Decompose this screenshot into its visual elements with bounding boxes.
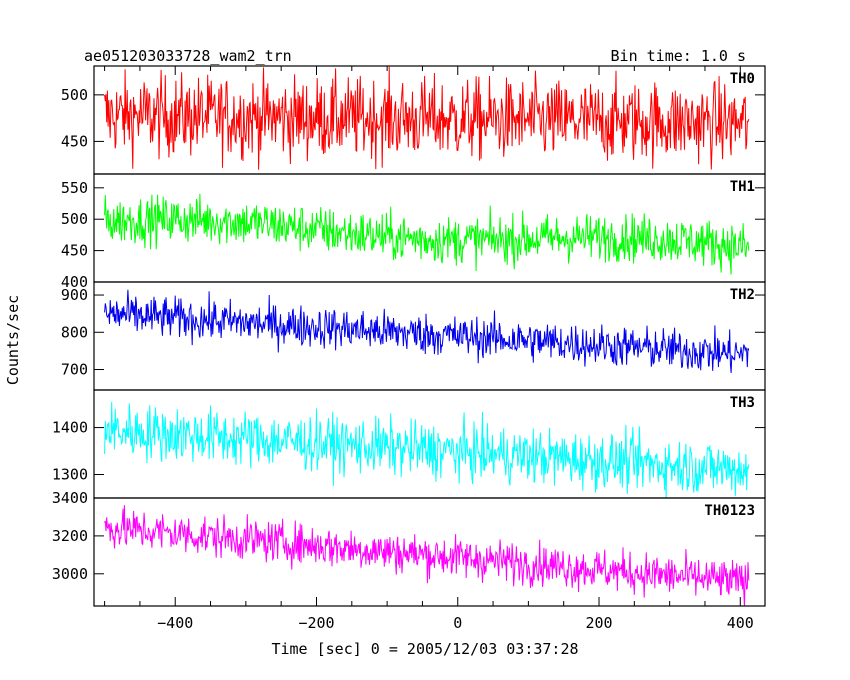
y-tick-label: 900	[61, 286, 88, 304]
y-tick-label: 500	[61, 210, 88, 228]
panels-group: 450 500 TH0 400 450 500 550 TH1 700 800 900 TH2 1300…	[52, 65, 766, 607]
y-tick-label: 1300	[52, 466, 88, 484]
panel-th2: 700 800 900 TH2	[61, 281, 766, 391]
x-axis: −400 −200 0 200 400	[104, 66, 754, 632]
y-tick-label: 3000	[52, 565, 88, 583]
y-axis-label: Counts/sec	[4, 295, 22, 385]
x-tick-label: 200	[585, 614, 612, 632]
x-axis-label: Time [sec] 0 = 2005/12/03 03:37:28	[271, 640, 578, 658]
series-th0	[104, 66, 750, 170]
x-tick-label: 0	[453, 614, 462, 632]
panel-frame	[93, 497, 766, 607]
panel-frame	[93, 173, 766, 283]
panel-th0123: 3000 3200 3400 TH0123	[52, 489, 766, 607]
header-left-title: ae051203033728_wam2_trn	[84, 47, 292, 65]
y-tick-label: 450	[61, 242, 88, 260]
series-th1	[104, 193, 750, 275]
y-tick-label: 3200	[52, 527, 88, 545]
panel-name-label: TH0	[730, 71, 755, 87]
y-tick-label: 550	[61, 179, 88, 197]
x-tick-label: −200	[298, 614, 334, 632]
panel-th3: 1300 1400 TH3	[52, 389, 766, 499]
y-tick-label: 3400	[52, 489, 88, 507]
y-tick-label: 700	[61, 361, 88, 379]
panel-name-label: TH3	[730, 395, 755, 411]
series-th2	[104, 289, 750, 374]
x-tick-label: 400	[727, 614, 754, 632]
series-th3	[104, 401, 750, 498]
series-th0123	[104, 505, 750, 606]
panel-name-label: TH1	[730, 179, 755, 195]
y-tick-label: 400	[61, 273, 88, 291]
panel-name-label: TH2	[730, 287, 755, 303]
panel-th1: 400 450 500 550 TH1	[61, 173, 766, 291]
y-tick-label: 450	[61, 132, 88, 150]
panel-name-label: TH0123	[704, 503, 755, 519]
x-tick-label: −400	[157, 614, 193, 632]
y-tick-label: 500	[61, 86, 88, 104]
y-tick-label: 1400	[52, 419, 88, 437]
panel-th0: 450 500 TH0	[61, 65, 766, 175]
y-tick-label: 800	[61, 323, 88, 341]
header-right-title: Bin time: 1.0 s	[611, 47, 746, 65]
